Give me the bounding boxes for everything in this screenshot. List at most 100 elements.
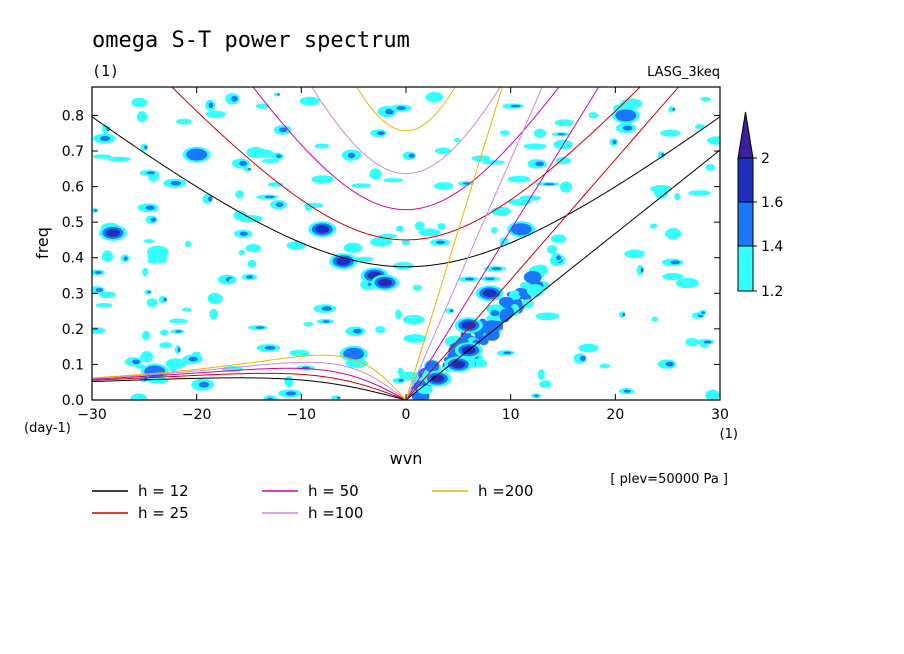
power-speckle	[507, 175, 531, 183]
power-speckle	[612, 140, 617, 145]
power-speckle	[303, 321, 314, 327]
colorbar-label: 1.6	[761, 195, 783, 211]
power-speckle	[136, 111, 148, 123]
power-speckle	[299, 96, 321, 106]
power-speckle	[394, 309, 402, 320]
power-speckle	[685, 337, 699, 347]
power-region	[186, 148, 208, 161]
power-speckle	[491, 206, 511, 216]
power-speckle	[535, 312, 560, 321]
power-speckle	[519, 282, 532, 289]
power-speckle	[99, 291, 116, 299]
power-speckle	[123, 256, 128, 261]
power-speckle	[311, 175, 334, 184]
power-region	[381, 280, 389, 285]
power-speckle	[640, 267, 644, 273]
power-speckle	[145, 205, 155, 210]
power-speckle	[289, 349, 310, 357]
power-speckle	[578, 343, 599, 353]
inertia-gravity-curve	[252, 87, 560, 211]
power-speckle	[395, 225, 405, 232]
power-speckle	[277, 93, 281, 96]
power-speckle	[163, 297, 167, 302]
power-speckle	[146, 171, 156, 175]
y-tick-label: 0.8	[62, 108, 84, 124]
power-speckle	[247, 259, 257, 268]
power-speckle	[135, 364, 145, 369]
power-speckle	[375, 325, 386, 334]
power-speckle	[490, 227, 498, 234]
power-speckle	[144, 145, 148, 150]
rossby-curve	[92, 361, 407, 400]
power-speckle	[169, 318, 188, 324]
power-speckle	[657, 151, 665, 159]
power-speckle	[511, 292, 521, 300]
power-speckle	[95, 288, 104, 292]
x-tick-label: 20	[606, 407, 624, 423]
power-speckle	[396, 262, 413, 267]
power-speckle	[243, 167, 252, 172]
power-speckle	[618, 311, 626, 318]
power-speckle	[303, 202, 324, 208]
power-region	[615, 109, 637, 122]
power-speckle	[278, 127, 288, 133]
power-speckle	[622, 312, 626, 317]
power-speckle	[408, 153, 415, 158]
rossby-curve	[92, 377, 407, 400]
x-axis-label: wvn	[390, 449, 423, 468]
power-speckle	[453, 137, 461, 143]
power-speckle	[228, 278, 236, 284]
power-speckle	[184, 240, 192, 248]
power-speckle	[674, 192, 681, 201]
power-speckle	[132, 359, 141, 365]
kelvin-curve	[405, 87, 543, 400]
power-speckle	[261, 158, 280, 164]
power-speckle	[206, 110, 226, 118]
power-speckle	[588, 112, 599, 119]
power-speckle	[705, 164, 716, 171]
power-speckle	[231, 95, 238, 102]
legend: h = 12 h = 25 h = 50 h =100 h =200	[92, 482, 533, 522]
power-speckle	[100, 135, 111, 141]
power-speckle	[694, 124, 706, 130]
power-speckle	[369, 168, 382, 180]
power-speckle	[92, 154, 112, 159]
colorbar-arrow	[737, 111, 754, 159]
inertia-gravity-curve	[356, 87, 456, 132]
power-speckle	[321, 306, 332, 311]
rossby-curve	[92, 354, 407, 400]
power-speckle	[418, 228, 441, 237]
power-speckle	[523, 143, 547, 150]
colorbar-label: 1.4	[761, 239, 783, 255]
power-speckle	[414, 221, 425, 231]
power-region	[482, 289, 497, 298]
power-speckle	[554, 119, 574, 127]
power-speckle	[510, 104, 521, 108]
power-speckle	[485, 277, 495, 280]
power-speckle	[209, 308, 219, 320]
y-tick-label: 0.4	[62, 251, 84, 267]
power-speckle	[93, 209, 98, 212]
power-speckle	[255, 103, 270, 109]
rossby-curve	[92, 367, 407, 400]
power-speckle	[555, 156, 571, 165]
power-speckle	[286, 241, 307, 250]
power-speckle	[544, 183, 555, 186]
colorbar-segment	[737, 157, 754, 203]
y-tick-label: 0.1	[62, 357, 84, 373]
power-speckle	[143, 239, 154, 244]
power-speckle	[238, 249, 245, 256]
power-speckle	[665, 227, 682, 240]
power-speckle	[264, 195, 275, 199]
power-speckle	[343, 242, 363, 253]
power-speckle	[170, 180, 182, 186]
power-speckle	[147, 290, 151, 294]
power-speckle	[188, 356, 198, 362]
kelvin-curve	[405, 87, 600, 400]
power-speckle	[556, 255, 561, 261]
power-speckle	[351, 183, 372, 188]
power-speckle	[498, 296, 514, 308]
power-speckle	[255, 326, 265, 329]
power-speckle	[557, 133, 566, 136]
